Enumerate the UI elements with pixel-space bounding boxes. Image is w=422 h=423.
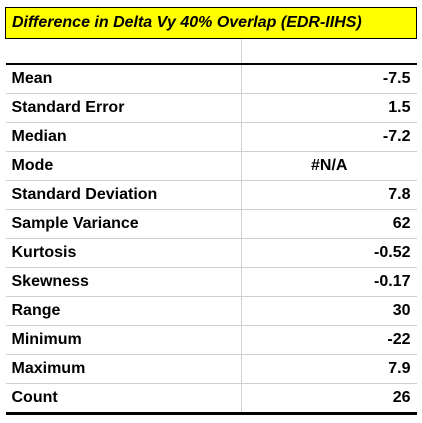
stat-label-cell[interactable]: Maximum [5,354,242,384]
table-row: Skewness -0.17 [5,267,417,297]
stat-value-cell[interactable]: -7.5 [241,63,417,94]
stat-label-cell[interactable]: Count [5,383,242,415]
stat-label-cell[interactable]: Kurtosis [5,238,242,268]
table-row: Minimum -22 [5,325,417,355]
table-row: Maximum 7.9 [5,354,417,384]
stat-value-cell[interactable]: -0.52 [241,238,417,268]
stat-label-cell[interactable]: Sample Variance [5,209,242,239]
descriptive-statistics-table: Difference in Delta Vy 40% Overlap (EDR-… [5,7,417,415]
table-row: Standard Deviation 7.8 [5,180,417,210]
table-body: Difference in Delta Vy 40% Overlap (EDR-… [5,7,417,415]
sheet-title[interactable]: Difference in Delta Vy 40% Overlap (EDR-… [5,7,417,39]
stat-value-cell[interactable]: 1.5 [241,93,417,123]
table-row: Kurtosis -0.52 [5,238,417,268]
stat-value-cell[interactable]: -0.17 [241,267,417,297]
stat-label-cell[interactable]: Mean [5,63,242,94]
stat-value-cell[interactable]: 26 [241,383,417,415]
title-row: Difference in Delta Vy 40% Overlap (EDR-… [5,7,417,39]
table-row: Mode #N/A [5,151,417,181]
stat-label-cell[interactable]: Minimum [5,325,242,355]
table-row: Median -7.2 [5,122,417,152]
blank-row [5,38,417,65]
stat-value-cell[interactable]: -7.2 [241,122,417,152]
stat-label-cell[interactable]: Mode [5,151,242,181]
table-row: Standard Error 1.5 [5,93,417,123]
table-row: Count 26 [5,383,417,415]
blank-cell[interactable] [5,38,242,65]
stat-value-cell[interactable]: #N/A [241,151,417,181]
stat-label-cell[interactable]: Range [5,296,242,326]
stat-label-cell[interactable]: Standard Deviation [5,180,242,210]
stat-value-cell[interactable]: 30 [241,296,417,326]
stat-value-cell[interactable]: 62 [241,209,417,239]
stat-label-cell[interactable]: Median [5,122,242,152]
blank-cell[interactable] [241,38,417,65]
stat-label-cell[interactable]: Skewness [5,267,242,297]
table-row: Sample Variance 62 [5,209,417,239]
table-row: Range 30 [5,296,417,326]
table-row: Mean -7.5 [5,63,417,94]
stat-value-cell[interactable]: 7.8 [241,180,417,210]
stat-value-cell[interactable]: -22 [241,325,417,355]
stat-label-cell[interactable]: Standard Error [5,93,242,123]
stat-value-cell[interactable]: 7.9 [241,354,417,384]
